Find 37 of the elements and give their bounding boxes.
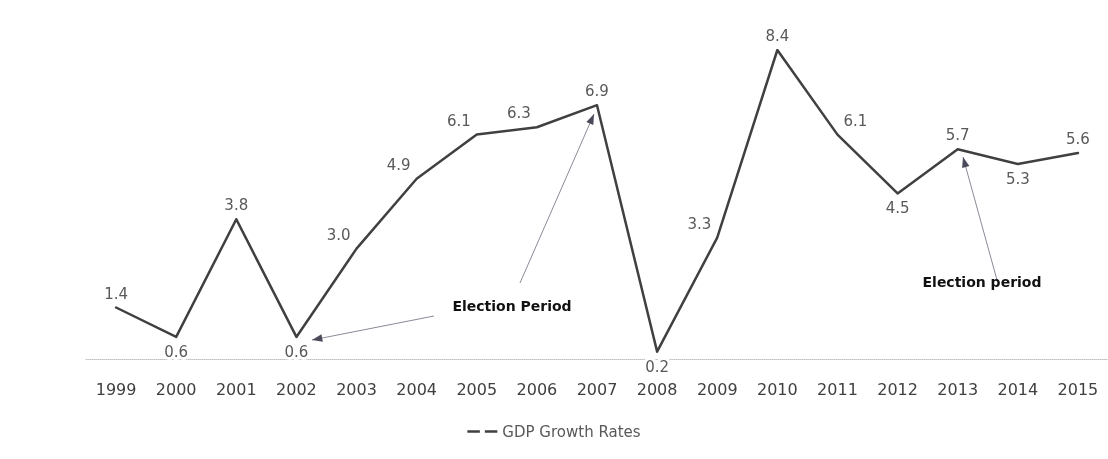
- x-tick-label: 2011: [817, 379, 858, 399]
- data-label: 8.4: [765, 27, 790, 45]
- x-tick-label: 2001: [215, 379, 257, 399]
- x-tick-label: 2007: [576, 379, 618, 399]
- data-label: 0.6: [284, 342, 309, 361]
- x-tick-label: 2012: [877, 379, 918, 399]
- x-tick-label: 2015: [1057, 379, 1099, 399]
- x-tick-label: 2009: [696, 379, 738, 399]
- x-tick-label: 2004: [396, 379, 438, 399]
- x-tick-label: 2013: [937, 379, 979, 399]
- data-label: 3.8: [224, 196, 249, 215]
- data-label: 5.3: [1005, 170, 1030, 189]
- legend-label: GDP Growth Rates: [502, 422, 641, 441]
- annotation: Election period: [922, 274, 1042, 290]
- data-label: 5.7: [945, 126, 970, 145]
- data-label: 4.9: [386, 155, 411, 174]
- x-tick-label: 2006: [516, 379, 558, 399]
- annotation: Election Period: [452, 298, 572, 314]
- data-label: 3.0: [326, 225, 351, 244]
- data-label: 0.6: [164, 342, 189, 361]
- data-label: 6.3: [507, 104, 531, 123]
- data-label: 6.1: [843, 111, 868, 130]
- data-label: 1.4: [104, 284, 128, 303]
- data-label: 6.9: [585, 82, 609, 101]
- x-tick-label: 2003: [336, 379, 377, 399]
- x-tick-label: 2010: [756, 379, 798, 399]
- x-tick-label: 2014: [997, 379, 1039, 399]
- data-label: 0.2: [645, 357, 670, 376]
- x-tick-label: 1999: [95, 379, 137, 399]
- data-label: 4.5: [885, 199, 910, 218]
- data-label: 5.6: [1066, 130, 1090, 148]
- data-label: 6.1: [446, 111, 471, 130]
- x-tick-label: 2000: [155, 379, 197, 399]
- x-tick-label: 2005: [456, 379, 498, 399]
- data-label: 3.3: [687, 214, 712, 233]
- x-tick-label: 2002: [276, 379, 317, 399]
- x-tick-label: 2008: [636, 379, 678, 399]
